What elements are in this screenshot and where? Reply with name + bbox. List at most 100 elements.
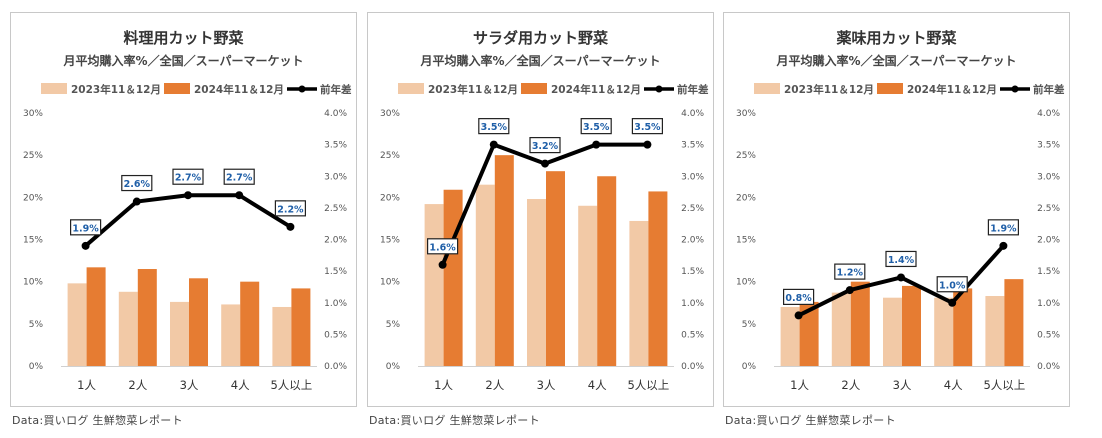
- chart-subtitle: 月平均購入率%／全国／スーパーマーケット: [776, 53, 1017, 68]
- y2-tick-label: 2.0%: [681, 236, 704, 246]
- legend-label-diff: 前年差: [320, 83, 352, 96]
- bar-2024: [137, 269, 157, 366]
- y-tick-label: 20%: [23, 193, 43, 203]
- diff-label-box: [834, 263, 866, 280]
- diff-label-text: 3.2%: [532, 141, 559, 152]
- diff-data-label: 1.4%: [885, 250, 917, 268]
- y-tick-label: 15%: [380, 236, 400, 246]
- legend-swatch-2023: [41, 83, 67, 94]
- y2-tick-label: 4.0%: [681, 109, 704, 119]
- bar-2024: [546, 171, 565, 366]
- diff-data-label: 3.5%: [631, 118, 663, 135]
- x-tick-label: 5人以上: [627, 378, 669, 392]
- data-source-note: Data:買いログ 生鮮惣菜レポート: [12, 414, 183, 427]
- bar-2023: [578, 205, 598, 366]
- diff-data-label: 2.7%: [223, 168, 255, 185]
- y-tick-label: 10%: [23, 278, 43, 288]
- diff-point: [643, 140, 652, 149]
- diff-data-label: 2.2%: [274, 200, 306, 217]
- legend-label-2024: 2024年11＆12月: [551, 83, 641, 96]
- y-tick-label: 0%: [386, 362, 401, 372]
- bar-2023: [424, 204, 444, 366]
- y-tick-label: 5%: [29, 320, 44, 330]
- y-tick-label: 20%: [380, 193, 400, 203]
- bar-2024: [86, 267, 106, 366]
- bar-2023: [780, 306, 800, 366]
- bar-2024: [443, 189, 463, 366]
- chart-subtitle: 月平均購入率%／全国／スーパーマーケット: [420, 53, 661, 68]
- bar-2024: [799, 301, 819, 366]
- y2-tick-label: 3.5%: [1037, 141, 1060, 151]
- bar-2023: [883, 297, 902, 366]
- legend-swatch-2024: [164, 83, 190, 94]
- data-source-note: Data:買いログ 生鮮惣菜レポート: [725, 414, 896, 427]
- bar-2024: [291, 288, 311, 366]
- y2-tick-label: 0.5%: [681, 330, 704, 340]
- diff-data-label: 3.5%: [478, 118, 510, 135]
- legend-swatch-2023: [754, 83, 780, 94]
- x-tick-label: 1人: [790, 378, 809, 392]
- bar-2023: [118, 291, 138, 366]
- diff-label-text: 2.7%: [175, 173, 202, 184]
- bar-2024: [953, 288, 973, 366]
- diff-label-box: [782, 288, 815, 305]
- bar-2024: [1004, 279, 1024, 366]
- y2-tick-label: 3.5%: [324, 141, 347, 151]
- y2-tick-label: 0.0%: [1037, 362, 1060, 372]
- y2-tick-label: 2.5%: [681, 204, 704, 214]
- y2-tick-label: 3.0%: [681, 172, 704, 182]
- y-tick-label: 0%: [742, 362, 757, 372]
- bar-2023: [475, 184, 495, 366]
- chart-panel-condiment: 薬味用カット野菜 月平均購入率%／全国／スーパーマーケット 2023年11＆12月 2…: [723, 12, 1070, 407]
- y-tick-label: 30%: [380, 109, 400, 119]
- chart-panel-cooking: 料理用カット野菜 月平均購入率%／全国／スーパーマーケット 2023年11＆12月 2…: [10, 12, 357, 407]
- diff-label-box: [274, 200, 306, 217]
- diff-label-text: 2.6%: [124, 179, 151, 190]
- diff-label-box: [69, 219, 102, 236]
- diff-label-text: 1.9%: [72, 223, 99, 234]
- bar-2023: [934, 297, 954, 366]
- diff-line: [84, 193, 292, 248]
- legend-label-2023: 2023年11＆12月: [71, 83, 161, 96]
- y2-tick-label: 1.0%: [1037, 299, 1060, 309]
- y2-tick-label: 0.5%: [1037, 330, 1060, 340]
- x-tick-label: 2人: [841, 378, 860, 392]
- diff-label-box: [631, 118, 663, 135]
- chart-title: 薬味用カット野菜: [835, 29, 956, 47]
- diff-label-text: 1.2%: [837, 268, 864, 279]
- diff-point: [845, 286, 854, 295]
- bar-2023: [272, 306, 292, 366]
- diff-label-box: [121, 174, 153, 192]
- legend-marker-diff: [298, 85, 306, 93]
- y2-tick-label: 3.0%: [1037, 172, 1060, 182]
- y2-tick-label: 2.0%: [1037, 236, 1060, 246]
- y-tick-label: 10%: [380, 278, 400, 288]
- diff-data-label: 1.9%: [987, 219, 1019, 236]
- diff-label-box: [987, 219, 1019, 236]
- bar-2023: [170, 301, 189, 366]
- bar-2024: [850, 281, 870, 366]
- y-tick-label: 30%: [736, 109, 756, 119]
- diff-data-label: 1.0%: [936, 276, 968, 293]
- y-tick-label: 10%: [736, 278, 756, 288]
- y2-tick-label: 4.0%: [1037, 109, 1060, 119]
- legend-label-2024: 2024年11＆12月: [907, 83, 997, 96]
- y2-tick-label: 0.5%: [324, 330, 347, 340]
- bar-2023: [527, 199, 546, 366]
- data-source-note: Data:買いログ 生鮮惣菜レポート: [369, 414, 540, 427]
- diff-label-text: 1.6%: [429, 242, 456, 253]
- y-tick-label: 5%: [386, 320, 401, 330]
- bar-2023: [629, 220, 649, 366]
- diff-point: [948, 298, 957, 307]
- x-tick-label: 3人: [180, 378, 199, 392]
- chart-title: サラダ用カット野菜: [473, 29, 608, 47]
- legend-label-2023: 2023年11＆12月: [428, 83, 518, 96]
- x-tick-label: 5人以上: [983, 378, 1025, 392]
- diff-label-text: 3.5%: [481, 122, 508, 133]
- diff-data-label: 0.8%: [782, 288, 815, 305]
- diff-point: [81, 241, 90, 250]
- diff-label-box: [223, 168, 255, 185]
- diff-data-label: 1.2%: [834, 263, 866, 280]
